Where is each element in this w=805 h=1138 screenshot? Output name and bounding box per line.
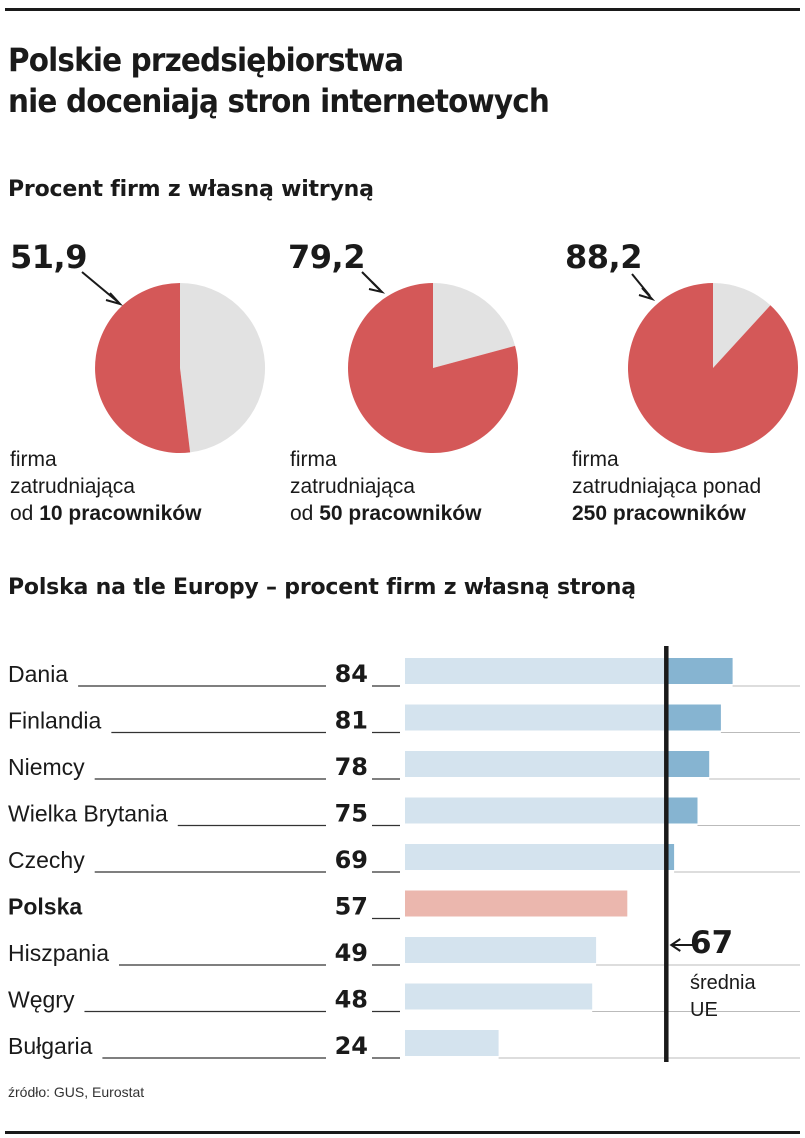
pie-value-label: 79,2 — [288, 238, 365, 276]
bar — [405, 751, 667, 777]
bar-value-label: 49 — [335, 939, 368, 967]
bar-category-label: Hiszpania — [8, 940, 109, 966]
pie-caption-bold: 250 pracowników — [572, 502, 746, 525]
pie-slice-value — [627, 283, 798, 453]
pie-caption-plain: od — [290, 502, 320, 525]
bar — [405, 983, 593, 1010]
bar-category-label: Dania — [8, 661, 68, 687]
bar-section-heading: Polska na tle Europy – procent firm z wł… — [8, 575, 636, 600]
bar-above-average — [666, 658, 733, 684]
bar-above-average — [666, 704, 721, 731]
pie-arrow — [81, 271, 119, 303]
bar-value-label: 24 — [335, 1032, 368, 1060]
top-rule — [5, 8, 800, 11]
bar-above-average — [666, 844, 675, 870]
title-line-1: Polskie przedsiębiorstwa — [8, 41, 404, 79]
bar-above-average — [666, 751, 710, 777]
pie-caption-plain: od — [10, 502, 40, 525]
bar-category-label: Czechy — [8, 847, 85, 873]
pie-slice-value — [348, 283, 519, 453]
pie-arrowhead — [105, 292, 124, 306]
bar-category-label: Niemcy — [8, 754, 85, 780]
eu-average-label: średnia UE — [690, 970, 756, 1024]
bar-category-label: Wielka Brytania — [8, 801, 168, 827]
pie-arrowhead — [368, 281, 386, 294]
bar-value-label: 78 — [335, 753, 368, 781]
bar-value-label: 81 — [335, 707, 368, 735]
bar — [405, 937, 597, 963]
bar-category-label: Polska — [8, 894, 82, 920]
pie-chart — [348, 271, 519, 453]
bar-value-label: 69 — [335, 846, 368, 874]
bar-poland — [405, 890, 628, 917]
bar-chart: Dania 84 Finlandia 81 Niemcy 78 Wielka Brytani… — [8, 646, 800, 1062]
pie-value-label: 51,9 — [10, 238, 87, 276]
eu-average-label-line-1: średnia — [690, 972, 756, 994]
eu-average-label-line-2: UE — [690, 999, 718, 1021]
pie-slice-value — [95, 283, 191, 453]
pie-value-label: 88,2 — [565, 238, 642, 276]
pie-caption: firma zatrudniająca od 50 pracowników — [290, 446, 481, 527]
bar-category-label: Bułgaria — [8, 1033, 93, 1059]
bar — [405, 844, 667, 870]
pie-arrowhead — [638, 287, 656, 302]
pie-caption-line-2: zatrudniająca ponad — [572, 475, 762, 498]
pie-caption-bold: 10 pracowników — [39, 502, 202, 525]
bar-category-label: Węgry — [8, 987, 75, 1013]
pie-caption-line-1: firma — [10, 448, 57, 471]
pie-caption: firma zatrudniająca od 10 pracowników — [10, 446, 201, 527]
pie-slice-rest — [180, 283, 266, 453]
bar — [405, 797, 667, 824]
pie-slice-rest — [433, 283, 516, 368]
bar-value-label: 57 — [335, 893, 368, 921]
pie-caption-bold: 50 pracowników — [319, 502, 482, 525]
eu-average-value: 67 — [690, 925, 734, 961]
pie-chart — [627, 273, 798, 453]
pie-caption-line-2: zatrudniająca — [290, 475, 415, 498]
bar-value-label: 75 — [335, 800, 368, 828]
source-note: źródło: GUS, Eurostat — [8, 1084, 145, 1100]
bar-value-label: 84 — [335, 660, 368, 688]
pie-section-heading: Procent firm z własną witryną — [8, 177, 374, 202]
pie-caption-line-1: firma — [572, 448, 619, 471]
bar — [405, 1030, 499, 1056]
bar — [405, 658, 667, 684]
pie-caption-line-2: zatrudniająca — [10, 475, 135, 498]
bottom-rule — [5, 1131, 800, 1134]
bar-above-average — [666, 797, 698, 824]
bar-value-label: 48 — [335, 986, 368, 1014]
pie-chart — [81, 271, 266, 453]
chart-title: Polskie przedsiębiorstwa nie doceniają s… — [8, 40, 550, 122]
eu-average-arrowhead — [669, 938, 681, 952]
pie-slice-rest — [713, 283, 771, 368]
pie-caption-line-1: firma — [290, 448, 337, 471]
pie-caption: firma zatrudniająca ponad 250 pracownikó… — [572, 446, 761, 527]
title-line-2: nie doceniają stron internetowych — [8, 82, 550, 120]
bar — [405, 704, 667, 731]
bar-category-label: Finlandia — [8, 708, 102, 734]
